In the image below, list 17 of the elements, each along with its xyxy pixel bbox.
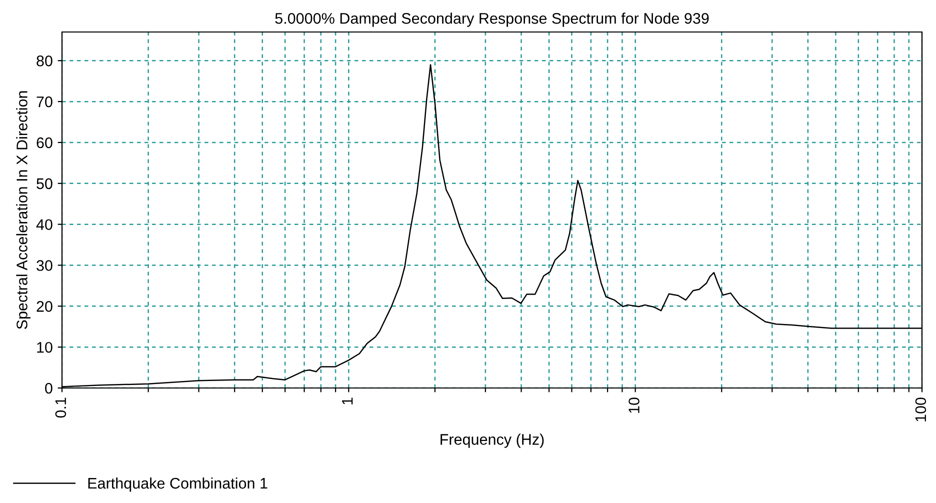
y-tick-label: 80 <box>36 56 52 66</box>
legend-label: Earthquake Combination 1 <box>88 477 268 492</box>
x-tick-label: 100 <box>915 398 926 422</box>
y-tick-label: 30 <box>36 260 52 271</box>
y-tick-label: 70 <box>36 96 52 108</box>
y-axis-title: Spectral Acceleration In X Direction <box>16 91 30 330</box>
y-tick-label: 20 <box>36 301 52 312</box>
chart-title: 5.0000% Damped Secondary Response Spectrum for Node 939 <box>275 12 709 27</box>
y-tick-label: 40 <box>36 219 52 230</box>
x-axis-title: Frequency (Hz) <box>440 434 544 448</box>
x-tick-label: 10 <box>628 398 640 413</box>
y-tick-label: 0 <box>45 382 52 394</box>
x-tick-label: 0.1 <box>55 398 66 418</box>
y-tick-label: 10 <box>37 342 52 353</box>
y-tick-label: 50 <box>36 178 52 190</box>
x-tick-label: 1 <box>342 398 353 404</box>
y-tick-label: 60 <box>36 137 52 148</box>
